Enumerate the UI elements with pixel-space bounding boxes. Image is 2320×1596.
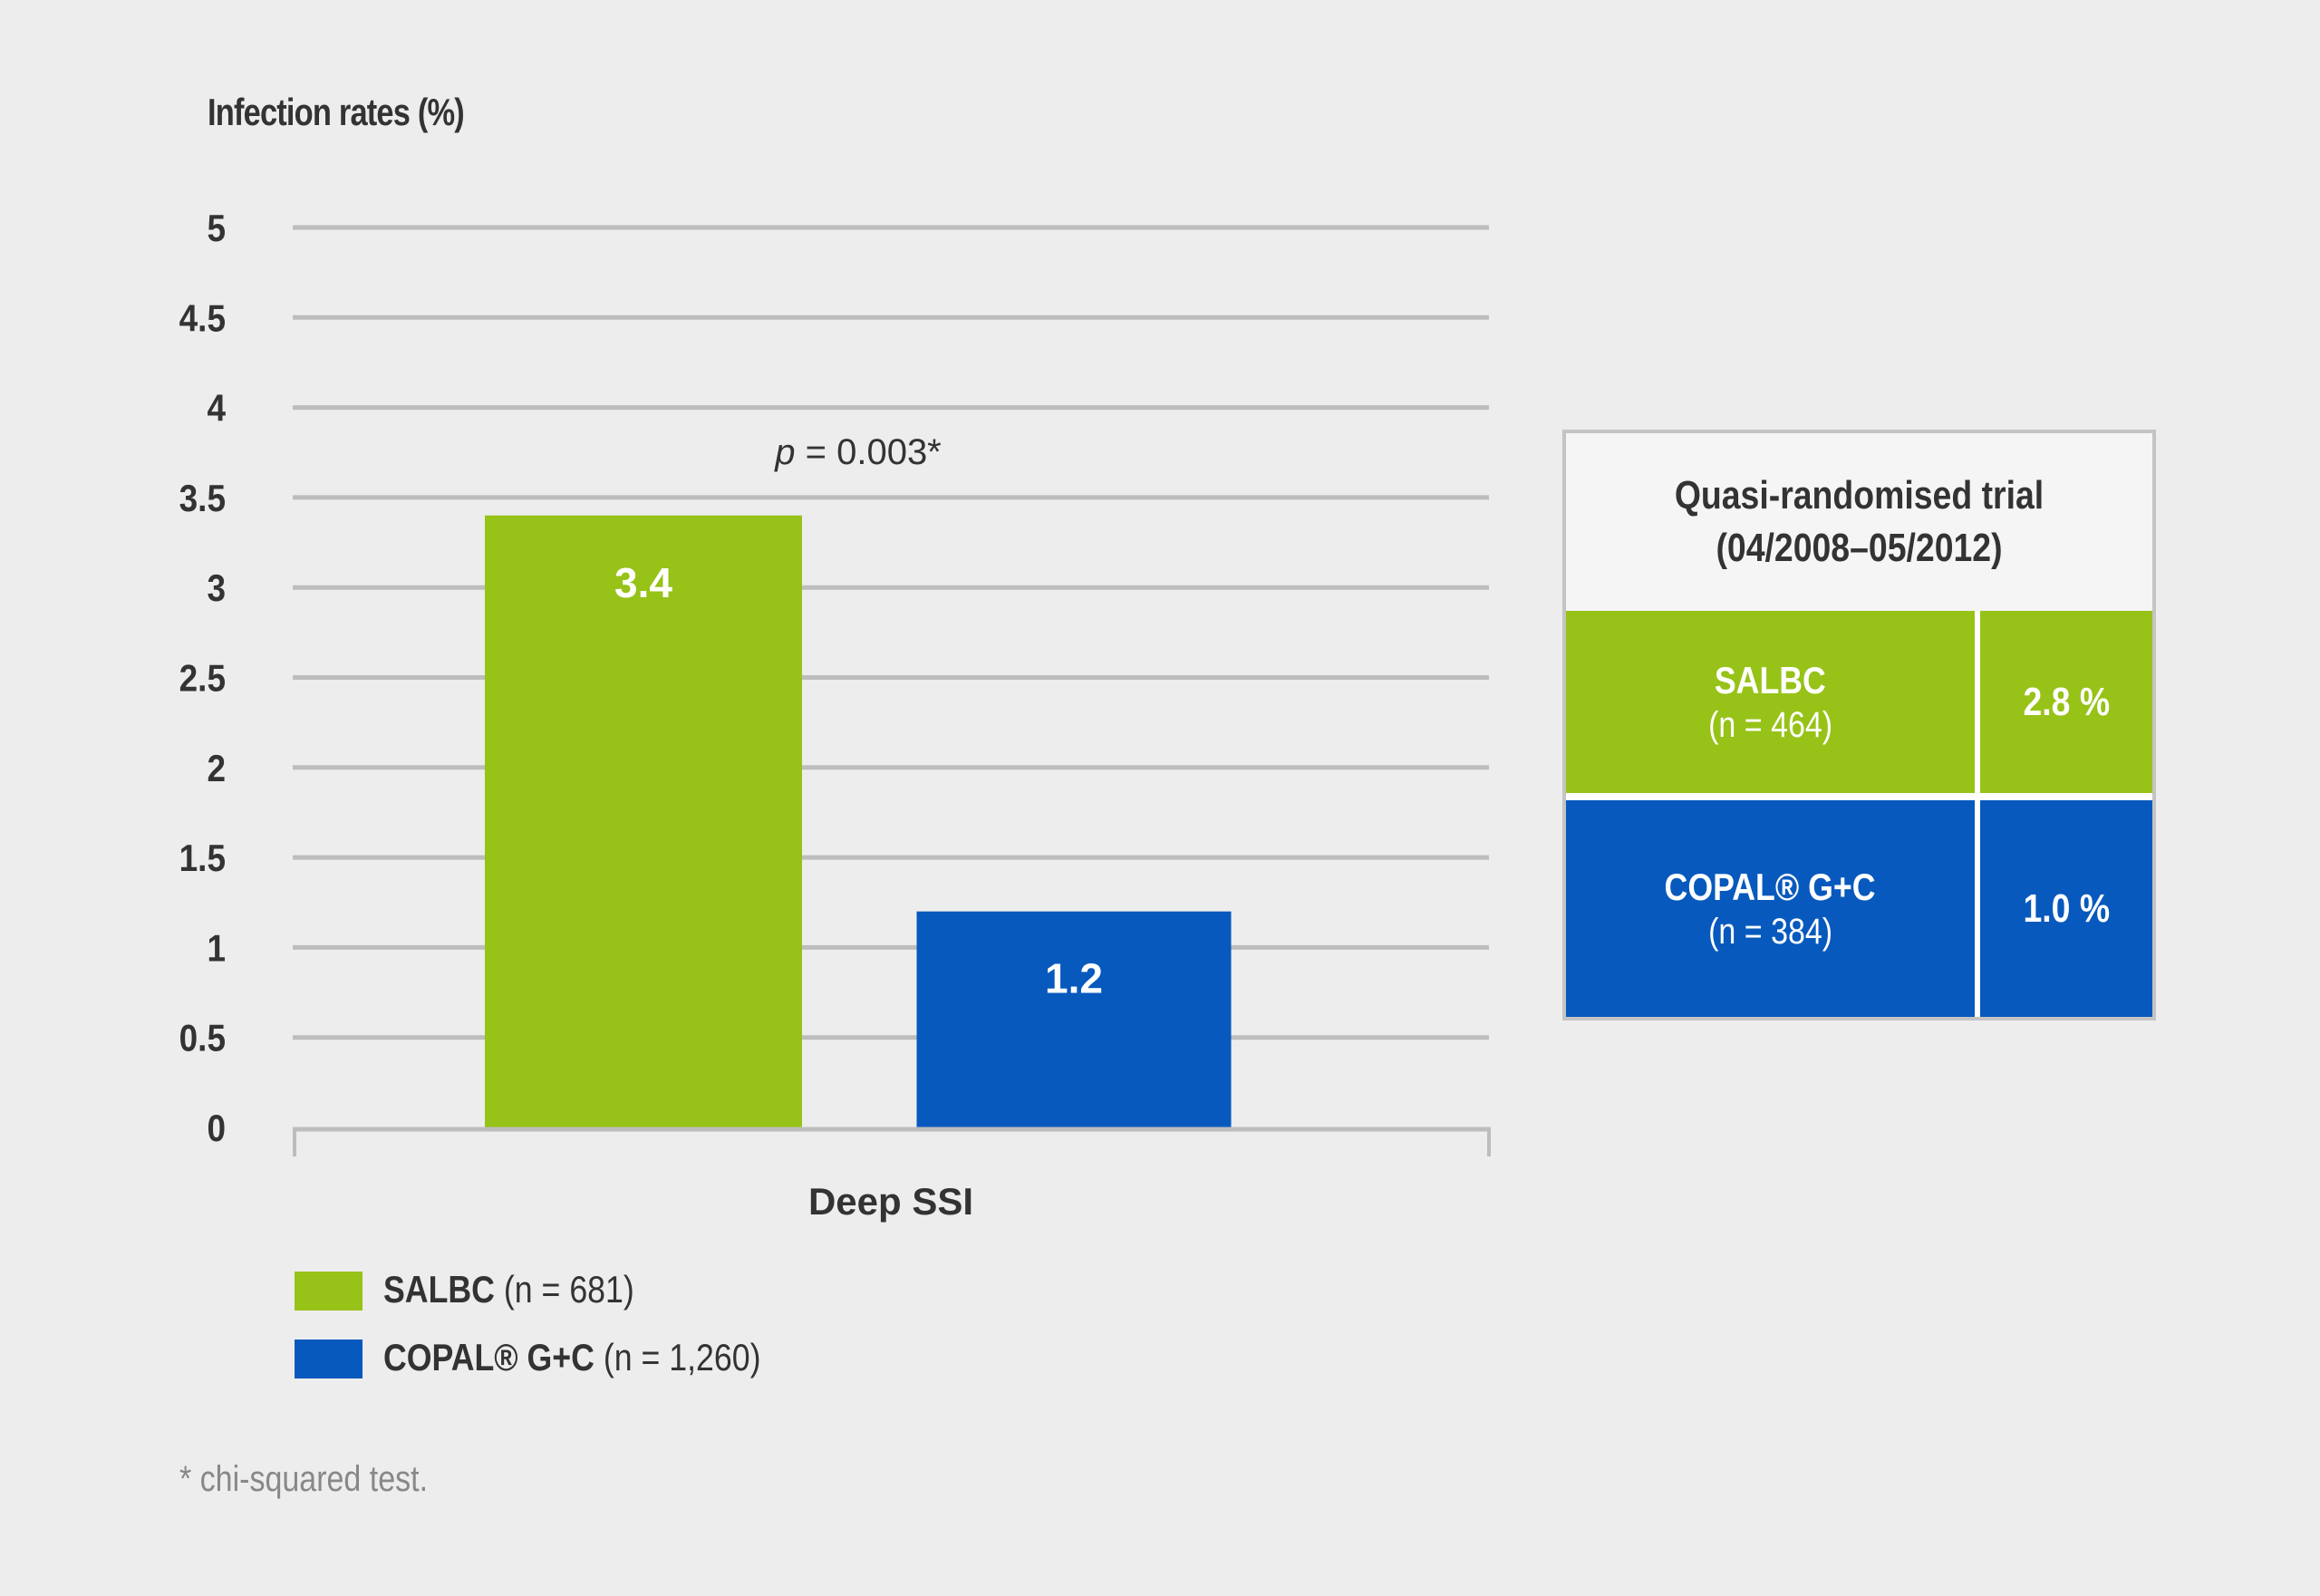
y-tick-label: 1.5 [179,837,226,880]
bar-salbc [485,515,802,1127]
y-axis-ticks: 0 0.5 1 1.5 2 2.5 3 3.5 4 4.5 5 [179,208,226,1150]
legend-label: COPAL® G+C [383,1336,594,1378]
trial-summary-box: Quasi-randomised trial (04/2008–05/2012)… [1562,430,2156,1020]
p-symbol: p [774,432,795,472]
trial-group-rate: 2.8 % [2023,679,2110,724]
bar-copal [916,911,1232,1127]
x-axis [293,1127,1491,1156]
trial-period: (04/2008–05/2012) [1716,526,2003,570]
gridlines [293,225,1489,1040]
legend-label: SALBC [383,1268,495,1311]
footnote: * chi-squared test. [179,1459,429,1499]
legend-n: (n = 681) [503,1268,634,1311]
trial-title: Quasi-randomised trial [1674,473,2044,517]
y-tick-label: 0.5 [179,1018,226,1060]
trial-group-n: (n = 384) [1707,911,1833,952]
trial-group-name: SALBC [1715,658,1826,701]
y-tick-label: 2.5 [179,657,226,700]
trial-group-rate: 1.0 % [2023,885,2110,931]
bar-chart: 3.41.2 00.511.522.533.544.55 p = 0.003* … [179,208,1491,1223]
y-tick-label: 4 [207,387,226,430]
bar-value-label: 1.2 [1045,955,1103,1002]
y-axis-title: Infection rates (%) [208,91,465,133]
trial-row-salbc: SALBC (n = 464) 2.8 % [1566,611,2152,793]
y-tick-label: 4.5 [179,297,226,340]
p-value-annotation: p = 0.003* [774,432,942,472]
y-tick-label: 3 [207,567,226,610]
p-value-text: = 0.003* [796,432,942,472]
bar-value-label: 3.4 [614,559,672,606]
trial-group-name: COPAL® G+C [1665,865,1876,908]
legend-swatch-copal [295,1340,362,1378]
x-category-label: Deep SSI [808,1180,973,1223]
y-tick-label: 5 [207,208,226,250]
y-tick-label: 1 [207,927,226,970]
trial-row-copal: COPAL® G+C (n = 384) 1.0 % [1566,800,2152,1017]
legend-n: (n = 1,260) [603,1336,761,1378]
trial-box-header: Quasi-randomised trial (04/2008–05/2012) [1566,433,2152,611]
y-tick-label: 0 [207,1108,226,1150]
trial-group-n: (n = 464) [1707,704,1833,745]
y-tick-label: 3.5 [179,478,226,520]
legend-swatch-salbc [295,1272,362,1311]
y-tick-label: 2 [207,748,226,790]
bars: 3.4 1.2 [485,515,1232,1127]
